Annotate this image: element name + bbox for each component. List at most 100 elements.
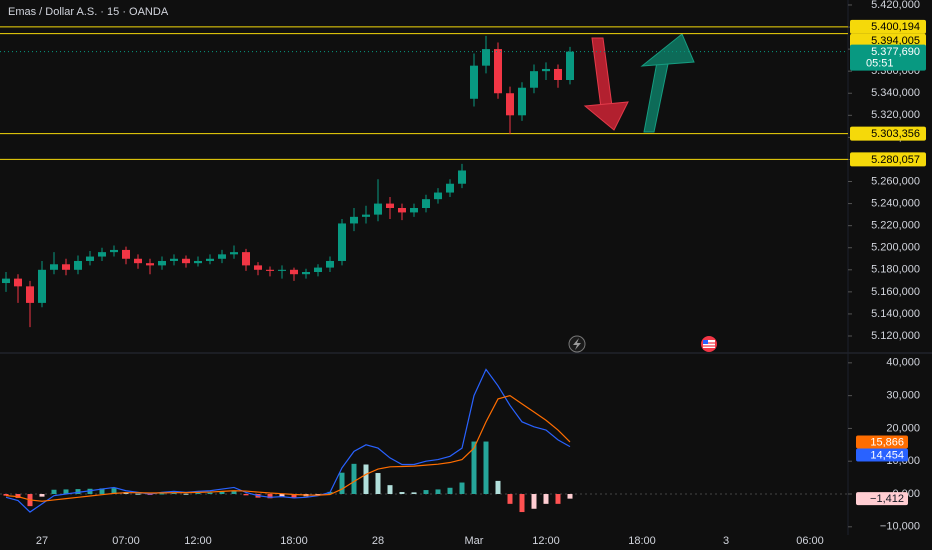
- candle-body: [146, 263, 154, 266]
- candle-body: [494, 49, 502, 94]
- histogram-bar: [519, 494, 525, 513]
- x-tick-label: 3: [723, 535, 729, 547]
- candle-body: [26, 286, 34, 303]
- histogram-bar: [267, 494, 273, 499]
- histogram-bar: [75, 489, 81, 495]
- histogram-bar: [3, 494, 9, 496]
- candle-body: [446, 183, 454, 193]
- candle-body: [458, 170, 466, 184]
- candle-body: [506, 93, 514, 116]
- candle-body: [326, 260, 334, 268]
- histogram-bar: [411, 492, 417, 495]
- macd-line: [5, 368, 571, 513]
- histogram-bar: [483, 441, 489, 495]
- candle-body: [170, 258, 178, 261]
- candle-body: [422, 199, 430, 208]
- histogram-bar: [51, 489, 57, 495]
- economic-event-icon[interactable]: [701, 336, 717, 352]
- candle-body: [338, 223, 346, 261]
- candle-body: [74, 260, 82, 270]
- candle-body: [134, 258, 142, 264]
- candle-body: [374, 203, 382, 215]
- last-price-label: 5.377,690: [871, 46, 920, 58]
- histogram-bar: [459, 482, 465, 495]
- level-label: 5.400,194: [871, 21, 920, 33]
- y-tick-label: −10,000: [880, 521, 920, 533]
- y-tick-label: 5.240,000: [871, 197, 920, 209]
- histogram-bar: [111, 488, 117, 495]
- down-arrow-drawing: [583, 37, 629, 131]
- y-tick-label: 5.260,000: [871, 175, 920, 187]
- candle-body: [38, 269, 46, 303]
- x-tick-label: 28: [372, 535, 384, 547]
- x-tick-label: 18:00: [280, 535, 308, 547]
- y-tick-label: 5.120,000: [871, 330, 920, 342]
- candle-body: [50, 264, 58, 270]
- level-label-box: [850, 152, 926, 167]
- candle-body: [206, 258, 214, 261]
- histogram-bar: [339, 472, 345, 495]
- candle-body: [290, 269, 298, 275]
- histogram-bar: [99, 488, 105, 495]
- candle-body: [194, 260, 202, 264]
- candle-body: [410, 208, 418, 213]
- y-tick-label: 5.420,000: [871, 0, 920, 11]
- x-tick-label: 06:00: [796, 535, 824, 547]
- candle-body: [14, 278, 22, 287]
- candle-body: [182, 258, 190, 264]
- histogram-bar: [243, 494, 249, 496]
- histogram-bar: [435, 489, 441, 495]
- signal-last-label: 15,866: [870, 436, 904, 448]
- countdown-label: 05:51: [866, 58, 894, 70]
- histogram-bar: [207, 492, 213, 495]
- candle-body: [158, 260, 166, 266]
- histogram-bar: [555, 494, 561, 504]
- histogram-last-label: −1,412: [870, 493, 904, 505]
- candle-body: [386, 203, 394, 208]
- histogram-bar: [387, 485, 393, 495]
- histogram-bar: [63, 489, 69, 495]
- histogram-bar: [375, 473, 381, 495]
- histogram-bar: [87, 488, 93, 495]
- histogram-bar: [363, 464, 369, 495]
- histogram-bar: [447, 487, 453, 495]
- level-label: 5.394,005: [871, 35, 920, 47]
- candle-body: [482, 49, 490, 66]
- histogram-bar: [423, 490, 429, 495]
- candle-body: [530, 71, 538, 88]
- candle-body: [122, 249, 130, 259]
- signal-label-box: [856, 435, 908, 449]
- histogram-bar: [531, 494, 537, 509]
- histogram-bar: [291, 494, 297, 498]
- histogram-bar: [15, 494, 21, 498]
- histogram-bar: [279, 494, 285, 497]
- up-arrow-drawing: [640, 33, 695, 133]
- histogram-bar: [135, 493, 141, 495]
- y-tick-label: 5.180,000: [871, 264, 920, 276]
- x-tick-label: 07:00: [112, 535, 140, 547]
- candle-body: [542, 68, 550, 72]
- histogram-bar: [39, 494, 45, 497]
- x-tick-label: Mar: [465, 535, 484, 547]
- candle-body: [554, 68, 562, 80]
- event-icon[interactable]: [568, 335, 586, 353]
- y-tick-label: 40,000: [886, 357, 920, 369]
- x-tick-label: 12:00: [184, 535, 212, 547]
- macd-label-box: [856, 448, 908, 462]
- y-tick-label: 5.340,000: [871, 87, 920, 99]
- histogram-bar: [159, 493, 165, 495]
- level-label: 5.303,356: [871, 128, 920, 140]
- candle-body: [434, 192, 442, 200]
- histogram-bar: [231, 490, 237, 495]
- candle-body: [230, 252, 238, 255]
- x-tick-label: 12:00: [532, 535, 560, 547]
- candle-body: [266, 269, 274, 271]
- candle-body: [470, 65, 478, 99]
- histogram-bar: [543, 494, 549, 504]
- x-tick-label: 27: [36, 535, 48, 547]
- candle-body: [278, 269, 286, 271]
- level-label-box: [850, 19, 926, 34]
- candle-body: [86, 256, 94, 261]
